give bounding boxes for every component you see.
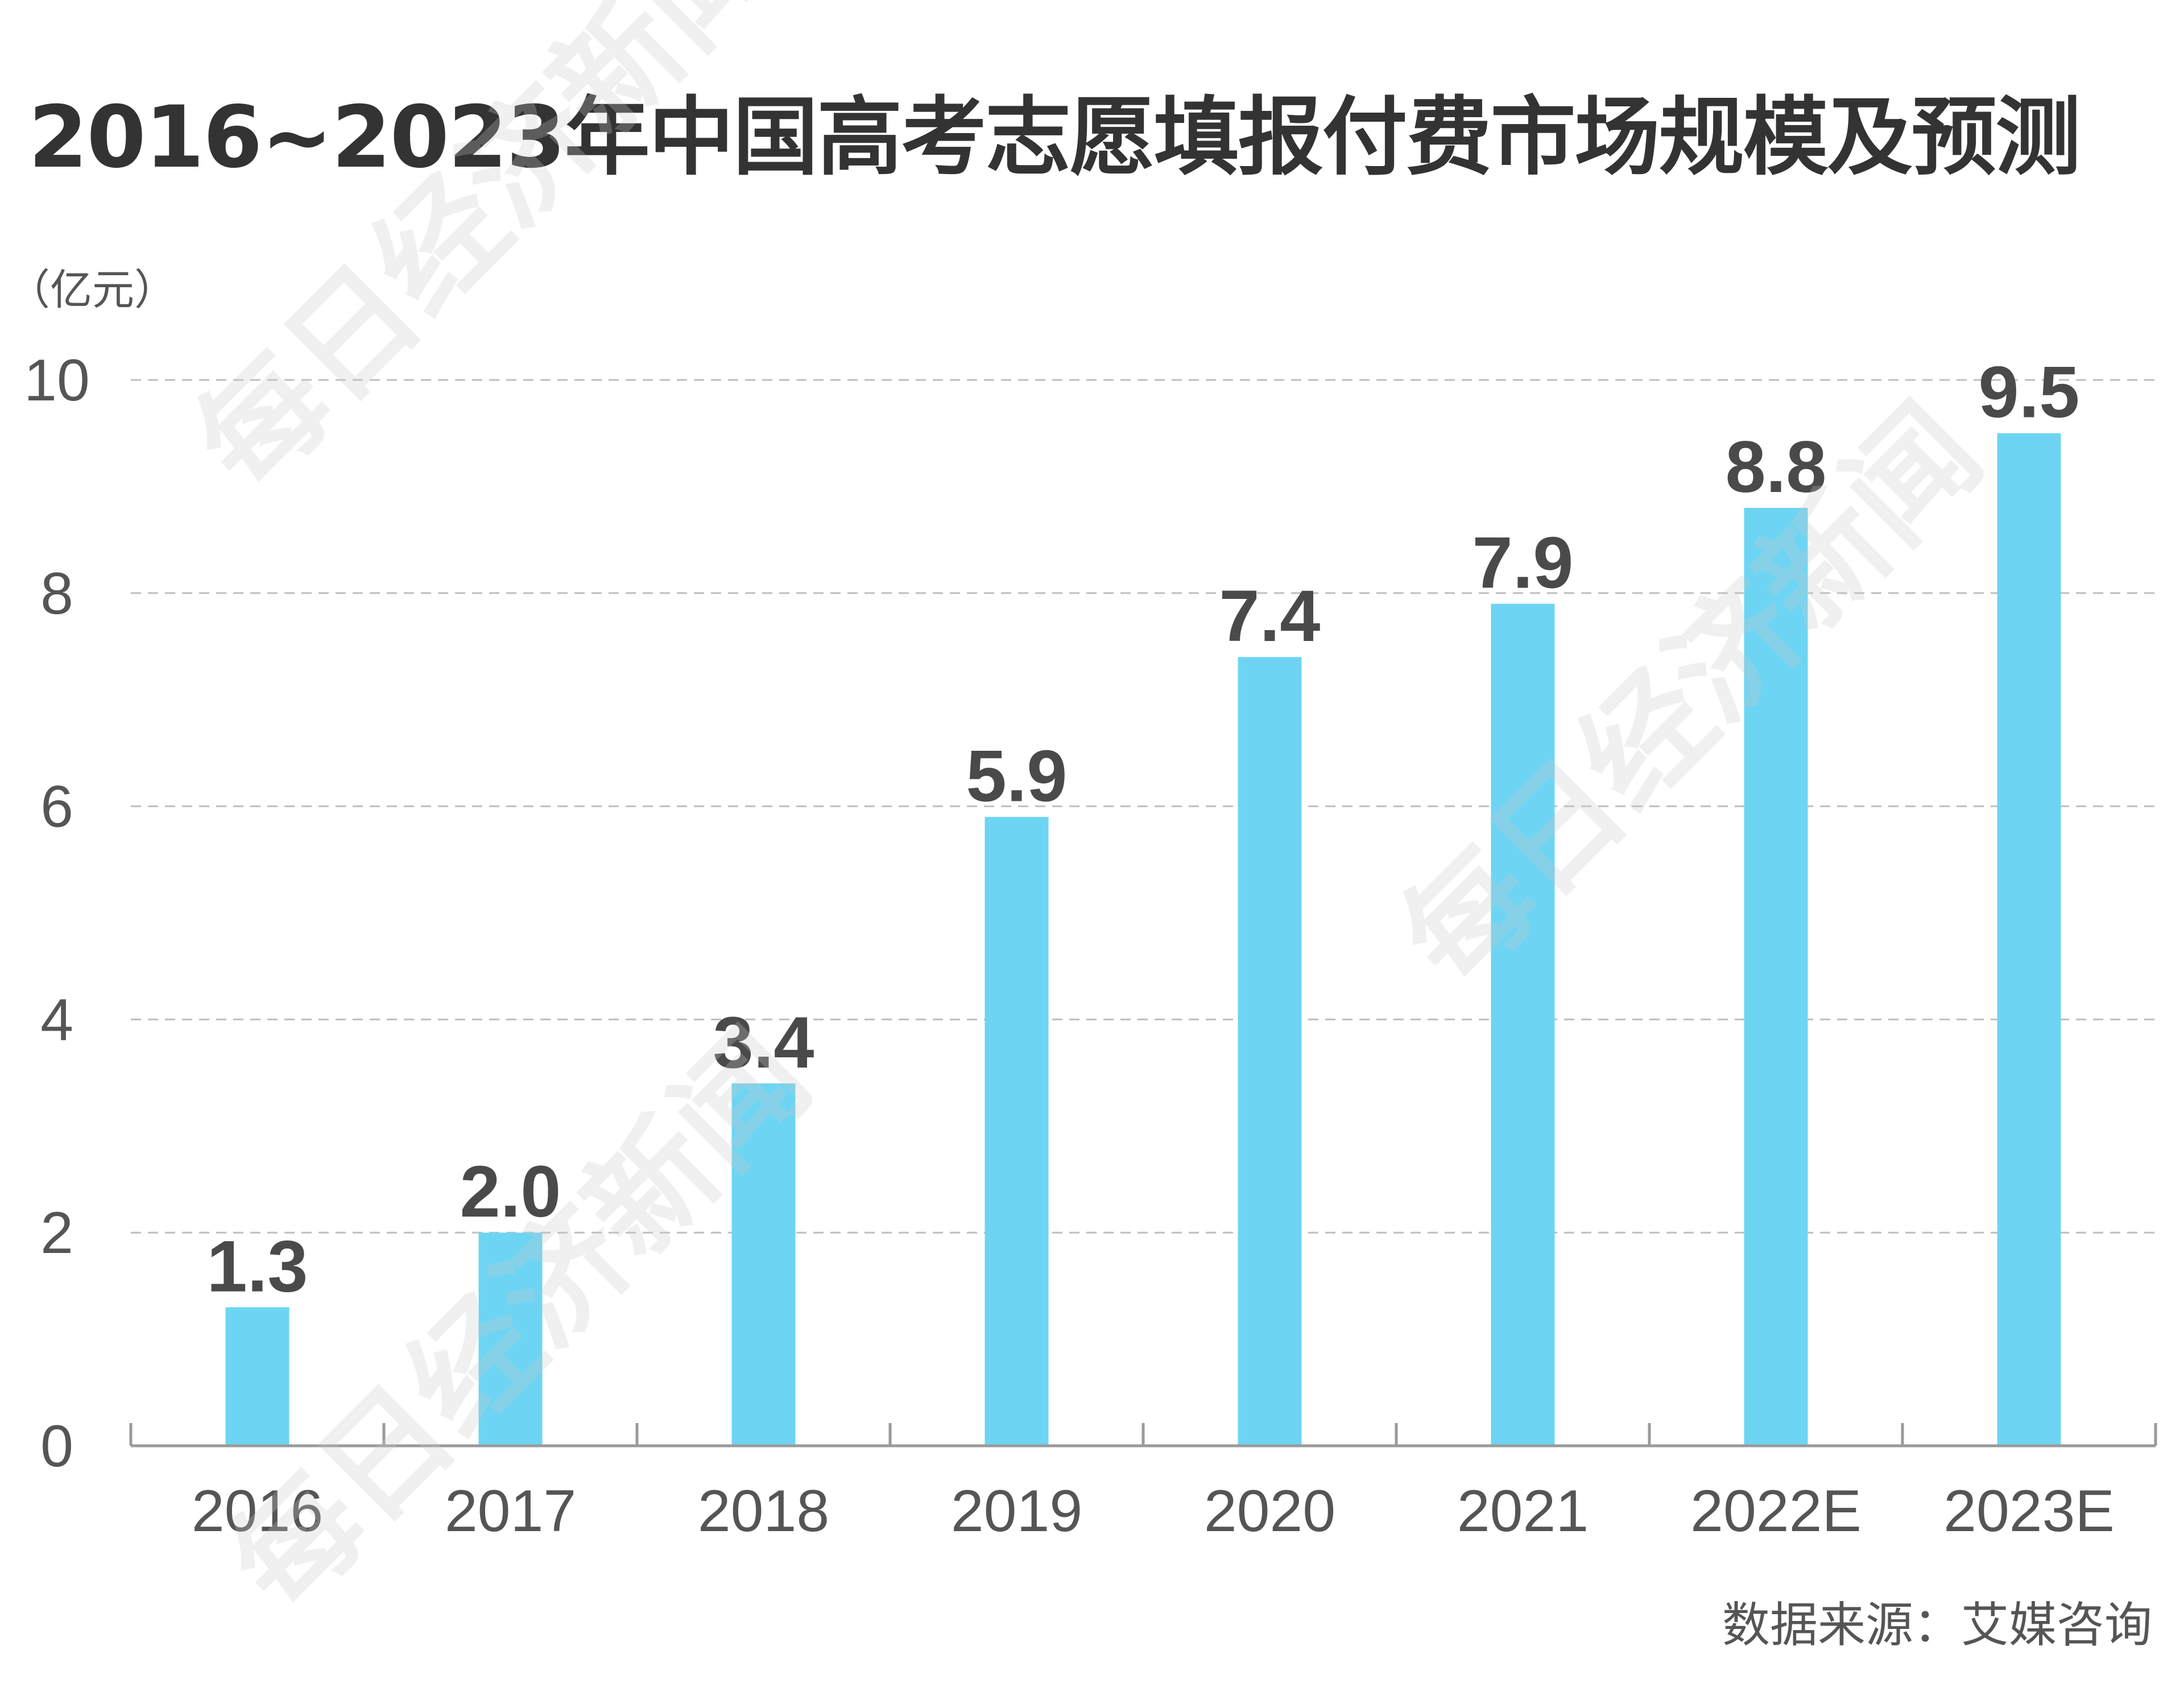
data-source: 数据来源：艾媒咨询: [1722, 1597, 2152, 1653]
bar: [225, 1307, 289, 1446]
bars: [225, 433, 2061, 1446]
y-axis-unit-label: （亿元）: [8, 266, 176, 315]
x-axis-ticks: 2016 2017 2018 2019 2020 2021 2022E 2023E: [192, 1478, 2115, 1544]
bar: [1744, 507, 1808, 1446]
bar: [478, 1233, 543, 1446]
x-tick-label: 2023E: [1943, 1478, 2115, 1544]
y-tick-label: 0: [40, 1413, 73, 1479]
x-axis: [129, 1423, 2157, 1448]
bar: [1491, 603, 1555, 1446]
x-tick-label: 2022E: [1690, 1478, 1862, 1544]
x-tick-label: 2017: [445, 1478, 576, 1544]
y-tick-label: 10: [24, 348, 90, 413]
data-label: 7.9: [1472, 523, 1574, 604]
bar: [985, 817, 1049, 1446]
y-tick-label: 2: [40, 1200, 73, 1266]
data-label: 2.0: [460, 1151, 561, 1233]
bar: [731, 1083, 796, 1446]
y-tick-label: 6: [40, 774, 73, 840]
chart-title: 2016~2023年中国高考志愿填报付费市场规模及预测: [28, 88, 2081, 187]
data-label: 9.5: [1979, 352, 2080, 433]
x-tick-label: 2016: [192, 1478, 323, 1544]
data-labels: 1.3 2.0 3.4 5.9 7.4 7.9 8.8 9.5: [207, 352, 2080, 1308]
data-label: 7.4: [1219, 576, 1321, 657]
y-tick-label: 8: [40, 561, 73, 627]
x-tick-label: 2021: [1457, 1478, 1589, 1544]
data-label: 1.3: [207, 1226, 308, 1307]
data-label: 3.4: [713, 1002, 814, 1083]
data-label: 5.9: [966, 735, 1068, 817]
bar: [1238, 657, 1302, 1446]
x-tick-label: 2019: [951, 1478, 1082, 1544]
y-tick-label: 4: [40, 987, 73, 1053]
bar: [1997, 433, 2061, 1446]
x-tick-label: 2020: [1204, 1478, 1335, 1544]
y-axis-ticks: 0 2 4 6 8 10: [24, 348, 90, 1479]
x-tick-label: 2018: [698, 1478, 829, 1544]
data-label: 8.8: [1726, 427, 1827, 508]
gridlines: [131, 379, 2156, 1234]
